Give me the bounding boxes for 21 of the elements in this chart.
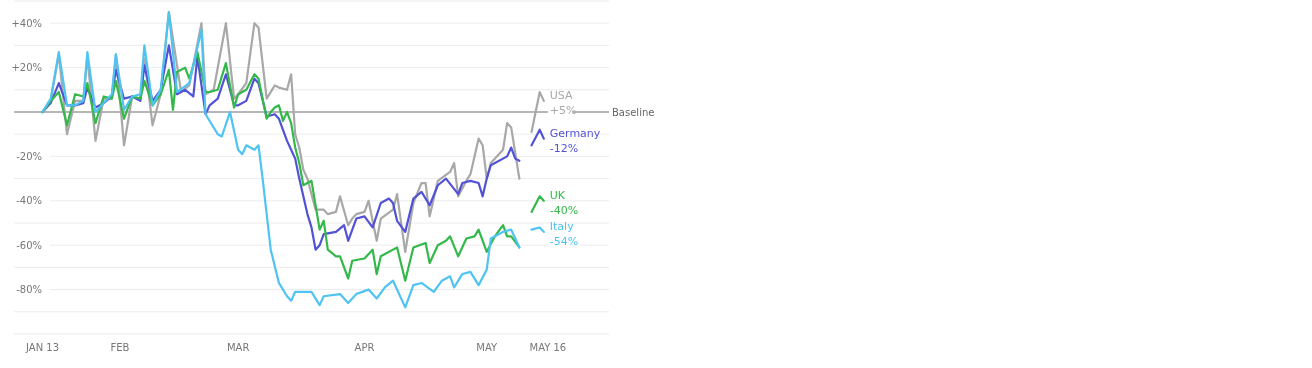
annotation: -12% xyxy=(549,141,579,155)
y-tick-label: -60% xyxy=(16,239,42,251)
annotation: -54% xyxy=(549,234,579,248)
annotation: +5% xyxy=(549,103,577,117)
series-label: Germany xyxy=(549,126,601,140)
y-tick-label: -80% xyxy=(16,284,42,296)
y-tick-label: +40% xyxy=(11,17,42,29)
x-tick-label: APR xyxy=(354,342,375,353)
x-tick-label: FEB xyxy=(110,342,130,353)
ref-line-label: Baseline xyxy=(612,106,655,118)
y-tick-label: +20% xyxy=(11,62,42,74)
y-tick-label: -40% xyxy=(16,195,42,207)
annotation: -40% xyxy=(549,203,579,217)
x-tick-label: MAY 16 xyxy=(529,342,567,353)
x-tick-label: MAR xyxy=(226,342,250,353)
x-tick-label: MAY xyxy=(476,342,499,353)
series-label: Italy xyxy=(549,219,575,233)
series-label: USA xyxy=(549,88,574,102)
series-label: UK xyxy=(549,188,566,202)
x-tick-label: JAN 13 xyxy=(25,342,60,353)
y-tick-label: -20% xyxy=(16,150,42,162)
